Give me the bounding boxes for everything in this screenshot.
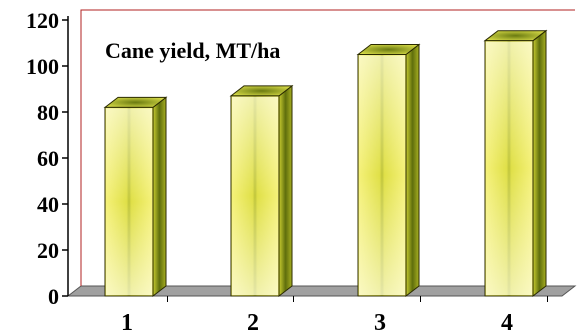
y-tick-label: 100 [26, 54, 59, 79]
bar-side [532, 29, 547, 298]
bar [483, 29, 548, 298]
bars [103, 29, 548, 298]
bar-highlight [359, 55, 405, 295]
bar-highlight [106, 108, 152, 296]
y-axis: 0 20 40 60 80 100 120 [26, 8, 69, 309]
bar-side [405, 43, 420, 298]
bar-side [152, 96, 167, 298]
bar-side [278, 84, 293, 298]
back-frame [80, 9, 575, 286]
bar-highlight [232, 96, 278, 296]
x-category-label: 3 [374, 310, 386, 336]
y-tick-label: 120 [26, 8, 59, 33]
y-tick-label: 0 [48, 284, 59, 309]
y-tick-label: 80 [37, 100, 59, 125]
x-category-label: 4 [501, 310, 513, 336]
category-labels: 1 2 3 4 [121, 296, 548, 336]
x-category-label: 2 [247, 310, 259, 336]
bar [356, 43, 421, 298]
bar [103, 96, 168, 298]
y-tick-label: 40 [37, 192, 59, 217]
x-category-label: 1 [121, 310, 133, 336]
bar-highlight [486, 41, 532, 296]
chart-title: Cane yield, MT/ha [105, 38, 280, 63]
bar [229, 84, 294, 298]
y-tick-label: 60 [37, 146, 59, 171]
y-tick-label: 20 [37, 238, 59, 263]
